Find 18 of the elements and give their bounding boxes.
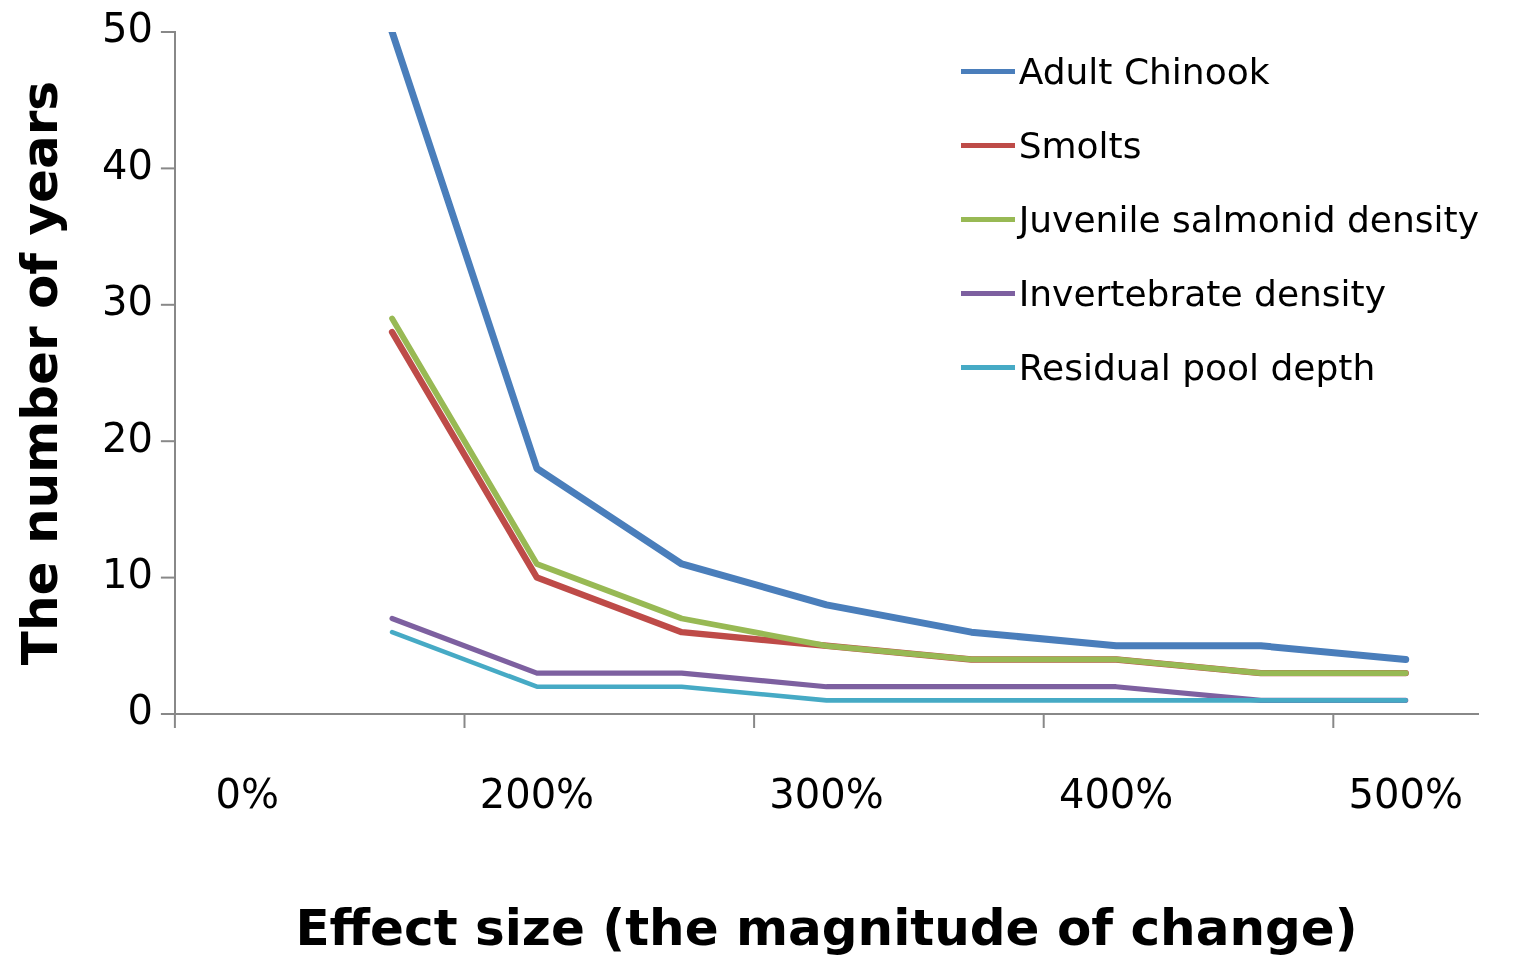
y-tick-label: 20: [101, 414, 153, 461]
x-tick-label: 500%: [1348, 771, 1463, 818]
x-tick-label: 0%: [215, 771, 280, 818]
legend-label: Residual pool depth: [1018, 346, 1376, 388]
y-tick-label: 40: [101, 141, 153, 188]
x-tick-label: 300%: [769, 771, 884, 818]
x-tick-label: 400%: [1058, 771, 1174, 818]
y-tick-label: 0: [127, 687, 153, 734]
x-axis-title: Effect size (the magnitude of change): [295, 898, 1358, 957]
x-tick-label: 200%: [479, 771, 595, 818]
legend-label: Adult Chinook: [1018, 50, 1270, 92]
y-tick-label: 30: [101, 278, 153, 325]
y-tick-label: 50: [101, 5, 153, 52]
legend-label: Smolts: [1018, 124, 1142, 166]
y-axis-title: The number of years: [10, 80, 69, 666]
legend-label: Juvenile salmonid density: [1018, 198, 1479, 240]
legend-label: Invertebrate density: [1018, 272, 1387, 314]
y-tick-label: 10: [101, 550, 153, 597]
